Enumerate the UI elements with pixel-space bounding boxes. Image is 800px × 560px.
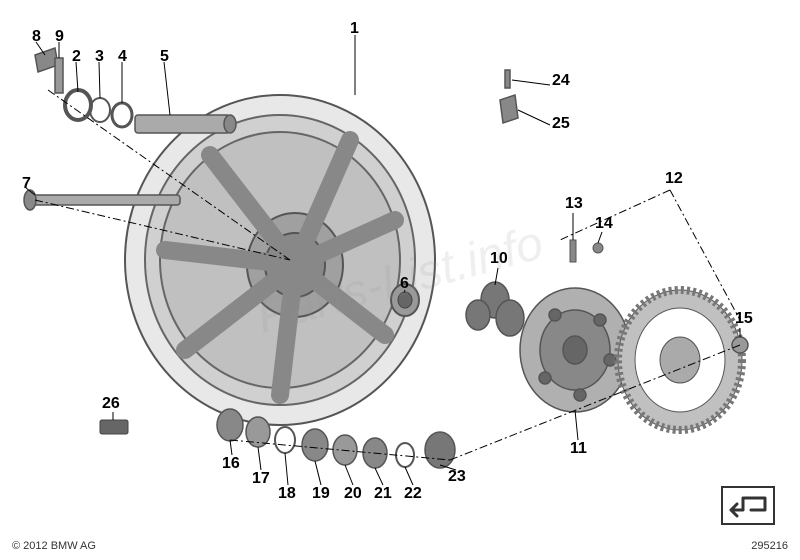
callout-6: 6 <box>400 275 409 293</box>
callout-25: 25 <box>552 115 570 133</box>
callout-11: 11 <box>570 440 587 458</box>
diagram-container: 1 2 3 4 5 6 7 8 9 10 11 12 13 14 15 16 1… <box>0 0 800 560</box>
callout-14: 14 <box>595 215 613 233</box>
callout-19: 19 <box>312 485 330 503</box>
callout-23: 23 <box>448 468 466 486</box>
callout-13: 13 <box>565 195 583 213</box>
callout-21: 21 <box>374 485 392 503</box>
callout-8: 8 <box>32 28 41 46</box>
callout-24: 24 <box>552 72 570 90</box>
nav-return-icon[interactable] <box>721 486 775 525</box>
callout-17: 17 <box>252 470 270 488</box>
diagram-id: 295216 <box>751 540 788 552</box>
callout-12: 12 <box>665 170 683 188</box>
callout-7: 7 <box>22 175 31 193</box>
callout-1: 1 <box>350 20 359 38</box>
callout-4: 4 <box>118 48 127 66</box>
callout-5: 5 <box>160 48 169 66</box>
copyright-text: © 2012 BMW AG <box>12 540 96 552</box>
callout-15: 15 <box>735 310 753 328</box>
callout-2: 2 <box>72 48 81 66</box>
callout-26: 26 <box>102 395 120 413</box>
callout-20: 20 <box>344 485 362 503</box>
callout-22: 22 <box>404 485 422 503</box>
callout-18: 18 <box>278 485 296 503</box>
callout-3: 3 <box>95 48 104 66</box>
callout-9: 9 <box>55 28 64 46</box>
callout-16: 16 <box>222 455 240 473</box>
callout-10: 10 <box>490 250 508 268</box>
